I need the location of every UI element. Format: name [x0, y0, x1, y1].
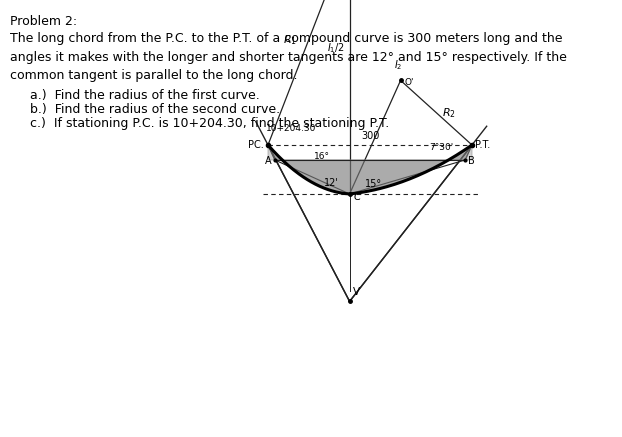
Text: $I_1/2$: $I_1/2$ [327, 41, 345, 55]
Text: $R_1$: $R_1$ [283, 33, 297, 46]
Text: B: B [468, 156, 475, 166]
Text: The long chord from the P.C. to the P.T. of a compound curve is 300 meters long : The long chord from the P.C. to the P.T.… [10, 32, 567, 82]
Text: c.)  If stationing P.C. is 10+204.30, find the stationing P.T.: c.) If stationing P.C. is 10+204.30, fin… [30, 117, 389, 130]
Text: $I_2$: $I_2$ [394, 59, 403, 73]
Text: $R_2$: $R_2$ [442, 106, 456, 120]
Text: V: V [353, 288, 360, 298]
Text: 7°30': 7°30' [429, 143, 453, 152]
Text: C: C [353, 192, 361, 202]
Text: 12': 12' [324, 178, 339, 188]
Polygon shape [268, 145, 472, 194]
Text: O': O' [404, 78, 414, 87]
Polygon shape [268, 145, 472, 194]
Text: PC.: PC. [248, 140, 264, 150]
Text: P.T.: P.T. [475, 140, 490, 150]
Text: A: A [265, 156, 272, 166]
Text: 15°: 15° [364, 179, 382, 189]
Text: Problem 2:: Problem 2: [10, 15, 77, 28]
Text: b.)  Find the radius of the second curve.: b.) Find the radius of the second curve. [30, 103, 280, 116]
Text: 10+204.30: 10+204.30 [266, 124, 317, 133]
Text: a.)  Find the radius of the first curve.: a.) Find the radius of the first curve. [30, 89, 260, 102]
Text: 300: 300 [361, 131, 379, 141]
Text: 16°: 16° [314, 153, 330, 162]
